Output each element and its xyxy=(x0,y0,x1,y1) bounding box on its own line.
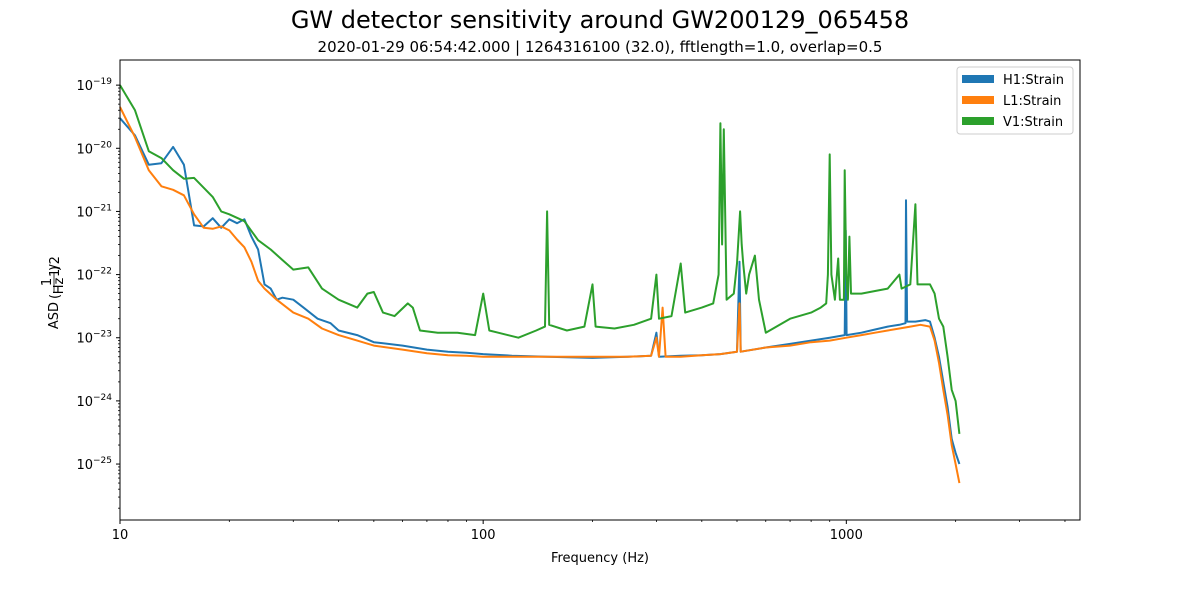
y-tick-label: 10−25 xyxy=(76,456,112,473)
legend-label-h1: H1:Strain xyxy=(1003,73,1064,88)
y-tick-label: 10−22 xyxy=(76,267,112,284)
x-axis-label: Frequency (Hz) xyxy=(551,551,649,566)
y-axis-label-text: ASD xyxy=(47,302,62,329)
y-tick-label: 10−20 xyxy=(76,140,112,157)
y-axis-unit-open-paren: ( xyxy=(48,294,63,299)
y-axis-unit-close-paren: ) xyxy=(48,266,63,271)
y-tick-label: 10−24 xyxy=(76,393,112,410)
y-tick-label: 10−19 xyxy=(76,77,112,94)
y-axis-label: ASD ( 1 Hz 1/2 ) xyxy=(40,256,67,329)
legend-label-v1: V1:Strain xyxy=(1003,115,1063,130)
x-tick-label: 10 xyxy=(112,528,129,543)
legend: H1:Strain L1:Strain V1:Strain xyxy=(956,66,1074,135)
x-tick-label: 1000 xyxy=(830,528,863,543)
legend-label-l1: L1:Strain xyxy=(1003,94,1061,109)
chart-title: GW detector sensitivity around GW200129_… xyxy=(290,6,910,34)
chart-subtitle: 2020-01-29 06:54:42.000 | 1264316100 (32… xyxy=(317,38,883,56)
y-axis-unit-denominator: Hz xyxy=(52,278,67,295)
y-axis-unit-exponent: 1/2 xyxy=(48,256,63,277)
y-tick-label: 10−23 xyxy=(76,330,112,347)
y-tick-label: 10−21 xyxy=(76,203,112,220)
y-axis: 10−25 10−24 10−23 10−22 10−21 10−20 10−19 xyxy=(76,77,120,509)
y-axis-unit-numerator: 1 xyxy=(40,278,55,286)
series-line-l1 xyxy=(119,106,961,484)
plot-frame xyxy=(119,59,1081,521)
series-line-v1 xyxy=(119,84,961,435)
series-layer xyxy=(119,84,961,484)
x-tick-label: 100 xyxy=(471,528,496,543)
x-axis: 10 100 1000 xyxy=(112,520,1066,543)
